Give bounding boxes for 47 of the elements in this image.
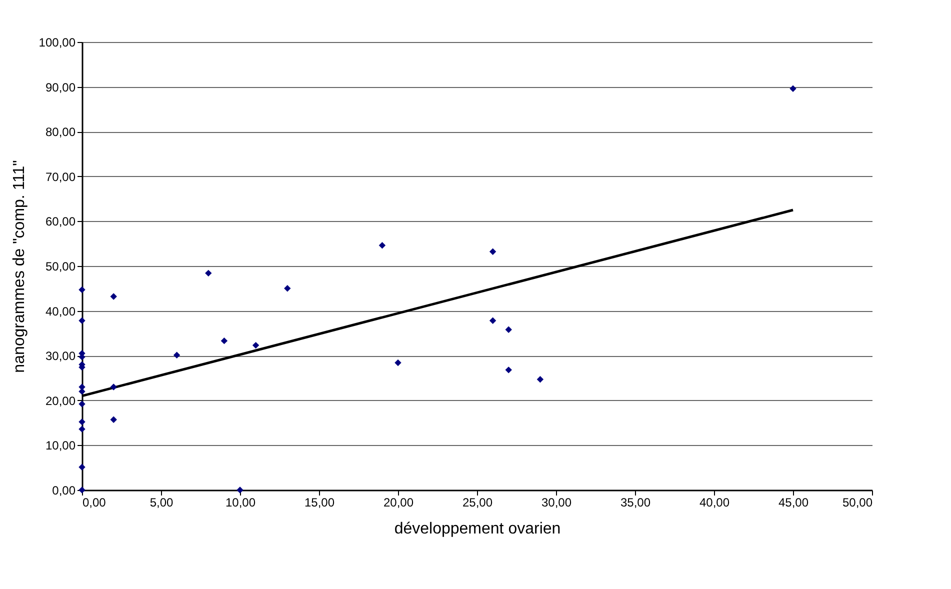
y-tick-label: 80,00 — [45, 125, 76, 140]
x-tick-label: 20,00 — [383, 496, 414, 510]
x-tick-label: 45,00 — [778, 496, 809, 510]
point — [505, 326, 512, 333]
x-tick-label: 40,00 — [699, 496, 730, 510]
point — [252, 342, 260, 349]
y-tick-label: 20,00 — [45, 394, 76, 408]
point — [78, 286, 86, 294]
x-tick-label: 15,00 — [304, 496, 335, 510]
point — [110, 293, 117, 300]
point — [505, 366, 512, 374]
point — [378, 242, 386, 249]
point — [489, 248, 496, 256]
point — [489, 317, 496, 324]
point — [394, 359, 402, 366]
point — [78, 418, 86, 426]
point — [236, 486, 244, 494]
point — [205, 270, 212, 277]
point — [110, 384, 117, 390]
point — [284, 285, 291, 292]
y-tick-label: 40,00 — [45, 304, 76, 318]
point — [173, 352, 180, 359]
point — [790, 85, 796, 92]
point — [78, 464, 86, 471]
y-tick-label: 90,00 — [45, 80, 76, 94]
x-tick-label: 30,00 — [541, 496, 572, 510]
point — [78, 317, 86, 324]
x-tick-label: 5,00 — [150, 496, 174, 510]
y-tick-label: 10,00 — [45, 438, 76, 453]
x-axis-title: développement ovarien — [394, 520, 561, 538]
point — [220, 337, 228, 344]
y-tick-label: 30,00 — [45, 349, 76, 364]
point — [110, 416, 117, 424]
point — [78, 426, 86, 432]
y-tick-label: 100,00 — [38, 36, 76, 50]
x-tick-label: 35,00 — [620, 496, 651, 510]
y-tick-label: 50,00 — [45, 260, 76, 274]
x-tick-label: 0,00 — [82, 496, 106, 510]
x-tick-label: 10,00 — [225, 496, 256, 510]
y-tick-label: 0,00 — [52, 484, 76, 498]
y-tick-label: 70,00 — [45, 170, 76, 184]
x-tick-label: 25,00 — [462, 496, 493, 510]
y-axis-title: nanogrammes de "comp. 111" — [10, 160, 28, 373]
point — [78, 388, 86, 395]
y-tick-label: 60,00 — [45, 214, 76, 229]
x-tick-label: 50,00 — [842, 496, 873, 510]
point — [536, 376, 544, 383]
